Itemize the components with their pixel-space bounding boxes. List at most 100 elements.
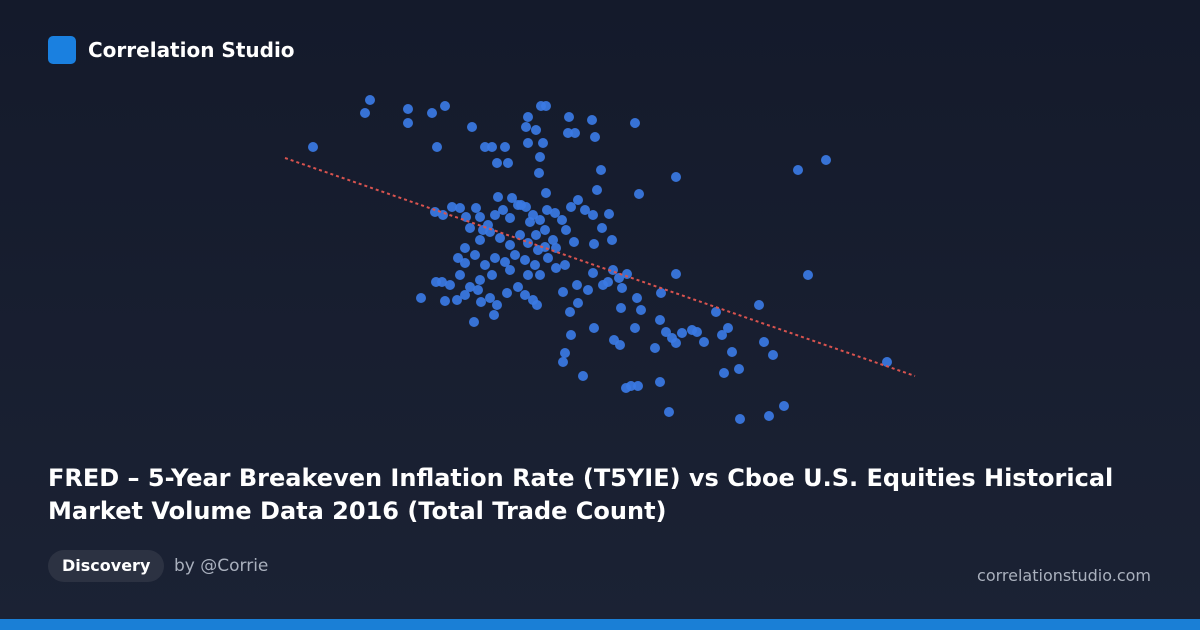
point bbox=[523, 112, 533, 122]
point bbox=[569, 237, 579, 247]
point bbox=[723, 323, 733, 333]
point bbox=[656, 288, 666, 298]
point bbox=[461, 212, 471, 222]
point bbox=[570, 128, 580, 138]
point bbox=[664, 407, 674, 417]
point bbox=[632, 293, 642, 303]
point bbox=[578, 371, 588, 381]
point bbox=[308, 142, 318, 152]
point bbox=[803, 270, 813, 280]
point bbox=[793, 165, 803, 175]
point bbox=[520, 290, 530, 300]
point bbox=[416, 293, 426, 303]
point bbox=[573, 298, 583, 308]
point bbox=[475, 235, 485, 245]
tag[interactable]: Discovery bbox=[48, 550, 165, 582]
point bbox=[717, 330, 727, 340]
point bbox=[589, 323, 599, 333]
point bbox=[492, 158, 502, 168]
point bbox=[719, 368, 729, 378]
point bbox=[617, 283, 627, 293]
point bbox=[447, 202, 457, 212]
point bbox=[490, 253, 500, 263]
point bbox=[469, 317, 479, 327]
point bbox=[503, 158, 513, 168]
point bbox=[821, 155, 831, 165]
site: correlationstudio.com bbox=[977, 566, 1151, 585]
point bbox=[636, 305, 646, 315]
point bbox=[543, 253, 553, 263]
point bbox=[523, 138, 533, 148]
point bbox=[633, 381, 643, 391]
point bbox=[502, 288, 512, 298]
point bbox=[558, 357, 568, 367]
chart-title: FRED – 5-Year Breakeven Inflation Rate (… bbox=[48, 464, 1114, 525]
author[interactable]: by @Corrie bbox=[174, 556, 269, 576]
point bbox=[699, 337, 709, 347]
point bbox=[542, 205, 552, 215]
point bbox=[580, 205, 590, 215]
point bbox=[500, 142, 510, 152]
point bbox=[360, 108, 370, 118]
point bbox=[460, 243, 470, 253]
point bbox=[671, 269, 681, 279]
point bbox=[500, 257, 510, 267]
point bbox=[589, 239, 599, 249]
point bbox=[711, 307, 721, 317]
point bbox=[616, 303, 626, 313]
point bbox=[596, 165, 606, 175]
point bbox=[727, 347, 737, 357]
point bbox=[754, 300, 764, 310]
point bbox=[403, 104, 413, 114]
point bbox=[779, 401, 789, 411]
point bbox=[614, 273, 624, 283]
point bbox=[403, 118, 413, 128]
point bbox=[445, 280, 455, 290]
point bbox=[764, 411, 774, 421]
logo bbox=[48, 36, 76, 64]
point bbox=[768, 350, 778, 360]
point bbox=[510, 250, 520, 260]
point bbox=[520, 255, 530, 265]
point bbox=[583, 285, 593, 295]
point bbox=[597, 223, 607, 233]
point bbox=[531, 125, 541, 135]
point bbox=[365, 95, 375, 105]
point bbox=[677, 328, 687, 338]
point bbox=[460, 290, 470, 300]
point bbox=[427, 108, 437, 118]
point bbox=[572, 280, 582, 290]
point bbox=[550, 208, 560, 218]
point bbox=[453, 253, 463, 263]
point bbox=[588, 210, 598, 220]
point bbox=[590, 132, 600, 142]
point bbox=[630, 118, 640, 128]
point bbox=[541, 188, 551, 198]
point bbox=[487, 142, 497, 152]
point bbox=[513, 282, 523, 292]
point bbox=[480, 142, 490, 152]
point bbox=[592, 185, 602, 195]
point bbox=[573, 195, 583, 205]
point bbox=[650, 343, 660, 353]
point bbox=[437, 277, 447, 287]
point bbox=[452, 295, 462, 305]
point bbox=[432, 142, 442, 152]
brand: Correlation Studio bbox=[88, 38, 295, 62]
bottom-bar bbox=[0, 619, 1200, 630]
point bbox=[475, 275, 485, 285]
point bbox=[505, 240, 515, 250]
point bbox=[560, 260, 570, 270]
point bbox=[471, 203, 481, 213]
point bbox=[558, 287, 568, 297]
point bbox=[607, 235, 617, 245]
point bbox=[565, 307, 575, 317]
point bbox=[603, 277, 613, 287]
point bbox=[655, 377, 665, 387]
point bbox=[521, 122, 531, 132]
point bbox=[478, 225, 488, 235]
point bbox=[498, 205, 508, 215]
point bbox=[505, 265, 515, 275]
point bbox=[566, 330, 576, 340]
